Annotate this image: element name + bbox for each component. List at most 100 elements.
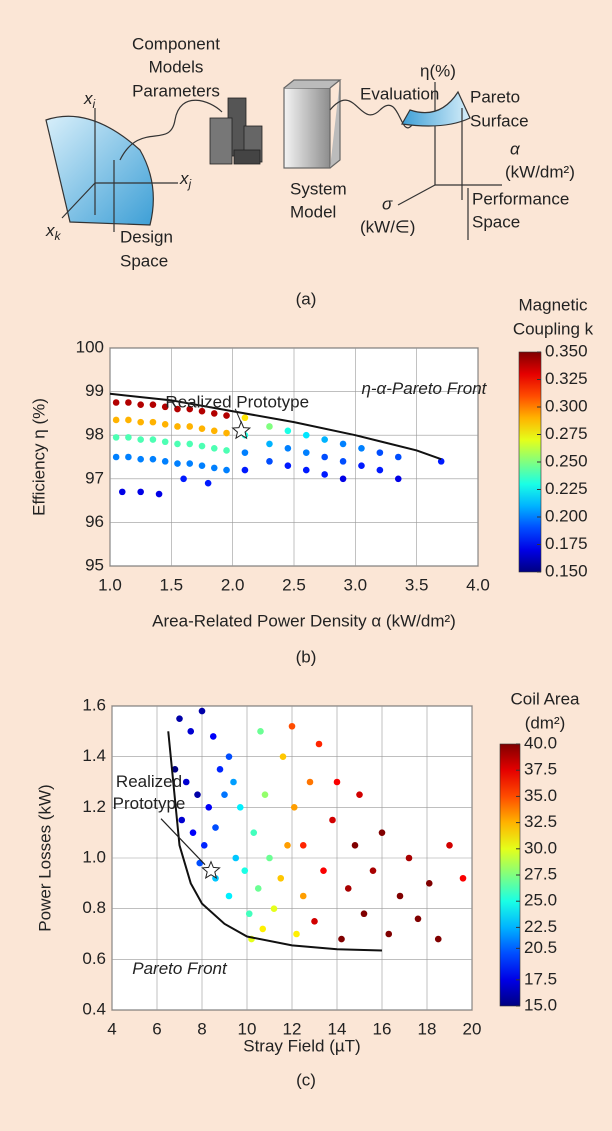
point xyxy=(405,854,413,862)
axis xyxy=(61,182,96,219)
x-tick-label: 1.5 xyxy=(160,575,184,594)
point xyxy=(306,778,314,786)
label: Component xyxy=(132,34,220,53)
y-tick-label: 100 xyxy=(76,337,104,356)
point xyxy=(210,464,218,472)
point xyxy=(360,910,368,918)
point xyxy=(225,753,233,760)
colorbar-tick-label: 27.5 xyxy=(524,864,557,883)
system-model-box-edge xyxy=(283,79,342,169)
colorbar-tick-label: 40.0 xyxy=(524,733,557,752)
prototype-label: Realized xyxy=(116,772,182,791)
point xyxy=(376,466,384,474)
point xyxy=(329,816,336,824)
point xyxy=(112,434,120,441)
point xyxy=(241,867,249,874)
point xyxy=(311,918,318,925)
x-tick-label: 16 xyxy=(373,1019,392,1038)
point xyxy=(216,766,224,773)
design-space-shape xyxy=(45,115,154,226)
point xyxy=(125,453,132,461)
panel-label: (c) xyxy=(296,1070,316,1089)
point xyxy=(236,804,244,811)
label: Pareto xyxy=(470,87,520,106)
point xyxy=(186,423,194,430)
point xyxy=(396,892,404,900)
point xyxy=(189,829,197,836)
point xyxy=(279,753,287,760)
point xyxy=(125,399,132,406)
point xyxy=(378,829,386,836)
colorbar-tick-label: 32.5 xyxy=(524,812,557,831)
point xyxy=(200,842,208,849)
x-tick-label: 4 xyxy=(107,1019,116,1038)
point xyxy=(414,915,422,923)
axis xyxy=(397,184,436,206)
pareto-surface-shape xyxy=(401,90,471,127)
point xyxy=(186,460,194,467)
point xyxy=(302,449,310,456)
connector xyxy=(119,99,223,161)
axis-label: η(%) xyxy=(420,61,456,80)
point xyxy=(376,449,384,456)
colorbar-tick-label: 25.0 xyxy=(524,891,557,910)
point xyxy=(338,935,345,943)
point xyxy=(270,905,278,912)
point xyxy=(137,401,144,408)
point xyxy=(137,436,144,443)
y-tick-label: 97 xyxy=(85,468,104,487)
y-tick-label: 0.8 xyxy=(82,898,106,917)
x-tick-label: 6 xyxy=(152,1019,161,1038)
x-axis-label: Area-Related Power Density α (kW/dm²) xyxy=(152,611,456,630)
point xyxy=(174,405,181,413)
point xyxy=(321,453,328,461)
colorbar-tick-label: 0.350 xyxy=(545,341,588,360)
point xyxy=(155,490,163,498)
point xyxy=(161,421,169,428)
axis-label: (kW/dm²) xyxy=(505,162,575,181)
point xyxy=(149,455,157,463)
point xyxy=(182,778,190,786)
point xyxy=(290,804,298,811)
point xyxy=(137,418,144,426)
pareto-front xyxy=(167,731,383,952)
label: Models xyxy=(149,57,204,76)
point xyxy=(321,471,328,478)
y-tick-label: 95 xyxy=(85,555,104,574)
point xyxy=(302,431,310,439)
point xyxy=(369,867,377,874)
point xyxy=(284,842,291,849)
point xyxy=(259,925,267,933)
point xyxy=(180,475,187,483)
y-tick-label: 99 xyxy=(85,381,104,400)
point xyxy=(266,458,273,465)
point xyxy=(266,423,273,430)
point xyxy=(223,429,230,437)
pareto-front-label: Pareto Front xyxy=(132,959,228,978)
y-tick-label: 0.6 xyxy=(82,949,106,968)
label: Surface xyxy=(470,111,529,130)
point xyxy=(210,444,218,452)
point xyxy=(161,403,169,411)
point xyxy=(137,488,144,496)
label: Performance xyxy=(472,189,569,208)
point xyxy=(161,438,169,446)
colorbar-tick-label: 0.250 xyxy=(545,451,588,470)
point xyxy=(344,885,352,892)
point xyxy=(459,874,467,882)
point xyxy=(174,423,181,430)
point xyxy=(212,824,219,831)
colorbar-tick-label: 0.325 xyxy=(545,369,588,388)
point xyxy=(205,804,213,811)
point xyxy=(176,715,183,722)
point xyxy=(210,410,218,417)
colorbar-tick-label: 35.0 xyxy=(524,786,557,805)
system-model-box xyxy=(283,87,331,169)
point xyxy=(178,816,186,824)
colorbar-label: Coil Area xyxy=(511,689,581,708)
label: Design xyxy=(120,227,173,246)
y-tick-label: 1.6 xyxy=(82,695,106,714)
label: Space xyxy=(120,251,168,270)
point xyxy=(161,458,169,465)
